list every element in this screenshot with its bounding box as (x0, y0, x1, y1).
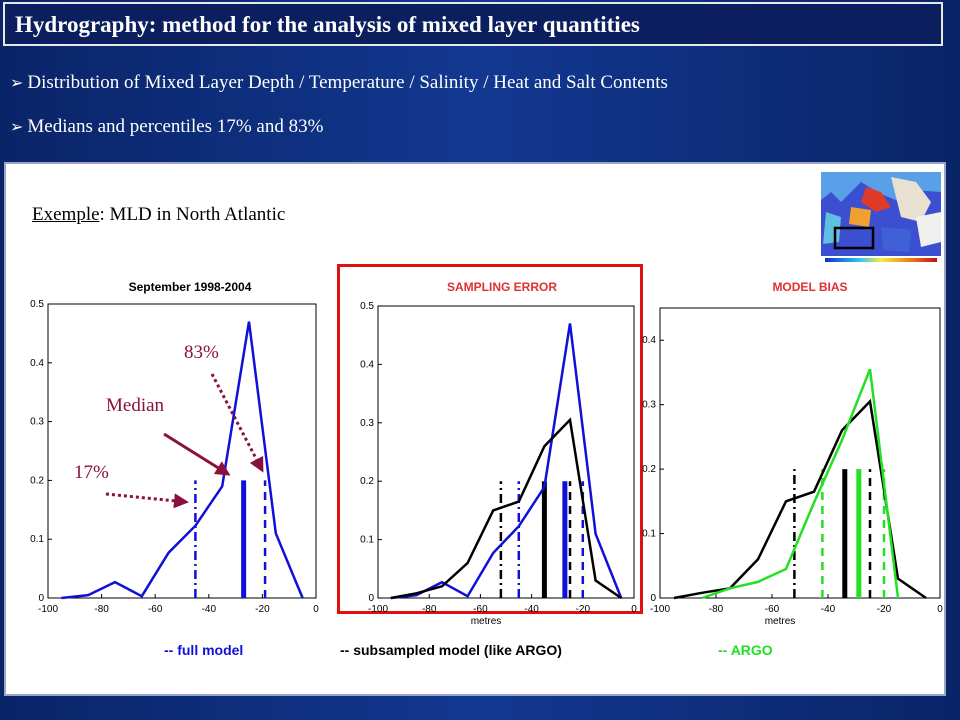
plot-frame (377, 305, 635, 599)
legend-argo: -- ARGO (718, 642, 773, 658)
x-tick-label: -40 (202, 604, 217, 615)
x-tick-label: -80 (709, 604, 724, 615)
bullet-2-text: Medians and percentiles 17% and 83% (27, 116, 324, 137)
example-rest: : MLD in North Atlantic (99, 204, 286, 225)
x-tick-label: 0 (631, 604, 637, 615)
title-bar: Hydrography: method for the analysis of … (3, 2, 943, 46)
arrow-bullet-icon: ➢ (10, 119, 24, 136)
example-prefix: Exemple (32, 204, 100, 225)
bullet-1: ➢ Distribution of Mixed Layer Depth / Tem… (10, 72, 668, 94)
plot-frame (659, 307, 941, 599)
bullet-2: ➢ Medians and percentiles 17% and 83% (10, 116, 323, 138)
x-tick-label: -60 (473, 604, 488, 615)
legend-full-model: -- full model (164, 642, 244, 658)
y-tick-label: 0 (650, 593, 656, 604)
y-tick-label: 0.2 (642, 464, 656, 475)
y-tick-label: 0.3 (642, 400, 656, 411)
x-tick-label: 0 (313, 604, 319, 615)
y-tick-label: 0 (368, 593, 374, 604)
y-tick-label: 0.1 (30, 534, 44, 545)
series-line (390, 417, 622, 600)
north-atlantic-map-thumbnail (821, 172, 941, 262)
x-tick-label: -80 (94, 604, 109, 615)
x-tick-label: -40 (524, 604, 539, 615)
sampling-error-highlight-box (337, 264, 643, 614)
legend-subsampled: -- subsampled model (like ARGO) (340, 642, 562, 658)
x-tick-label: -60 (765, 604, 780, 615)
x-axis-label: metres (765, 616, 796, 627)
x-tick-label: -40 (821, 604, 836, 615)
y-tick-label: 0.5 (360, 301, 374, 312)
figure-panel: Exemple: MLD in North Atlantic September… (4, 162, 946, 696)
x-tick-label: -80 (422, 604, 437, 615)
y-tick-label: 0.3 (30, 417, 44, 428)
x-tick-label: -20 (255, 604, 270, 615)
annotation-arrow-83 (210, 373, 264, 473)
y-tick-label: 0.2 (360, 476, 374, 487)
y-tick-label: 0.4 (360, 359, 374, 370)
x-tick-label: -20 (576, 604, 591, 615)
arrow-bullet-icon: ➢ (10, 75, 24, 92)
x-tick-label: 0 (937, 604, 943, 615)
y-tick-label: 0.1 (360, 535, 374, 546)
y-tick-label: 0.4 (642, 335, 656, 346)
series-line (701, 368, 900, 600)
annotation-arrow-median (163, 432, 231, 476)
annotation-17: 17% (74, 462, 109, 483)
x-tick-label: -60 (148, 604, 163, 615)
y-tick-label: 0.2 (30, 475, 44, 486)
chart-title: SAMPLING ERROR (447, 280, 557, 294)
bullet-1-text: Distribution of Mixed Layer Depth / Temp… (27, 72, 668, 93)
slide-title: Hydrography: method for the analysis of … (15, 12, 640, 37)
x-tick-label: -100 (650, 604, 670, 615)
y-tick-label: 0.3 (360, 418, 374, 429)
chart-title: September 1998-2004 (129, 280, 252, 294)
y-tick-label: 0 (38, 593, 44, 604)
plot-frame (47, 303, 317, 599)
annotation-arrow-17 (105, 492, 189, 509)
annotation-median: Median (106, 395, 165, 416)
x-axis-label: metres (471, 616, 502, 627)
series-line (61, 321, 304, 600)
x-tick-label: -100 (368, 604, 388, 615)
y-tick-label: 0.1 (642, 529, 656, 540)
y-tick-label: 0.4 (30, 358, 44, 369)
x-tick-label: -100 (38, 604, 58, 615)
charts-area: September 1998-2004 -100 -80 -60 -40 -20 0 0 0.1… (30, 280, 943, 627)
annotation-83: 83% (184, 342, 219, 363)
example-caption: Exemple: MLD in North Atlantic (32, 204, 285, 226)
chart-title: MODEL BIAS (772, 280, 847, 294)
y-tick-label: 0.5 (30, 299, 44, 310)
x-tick-label: -20 (877, 604, 892, 615)
